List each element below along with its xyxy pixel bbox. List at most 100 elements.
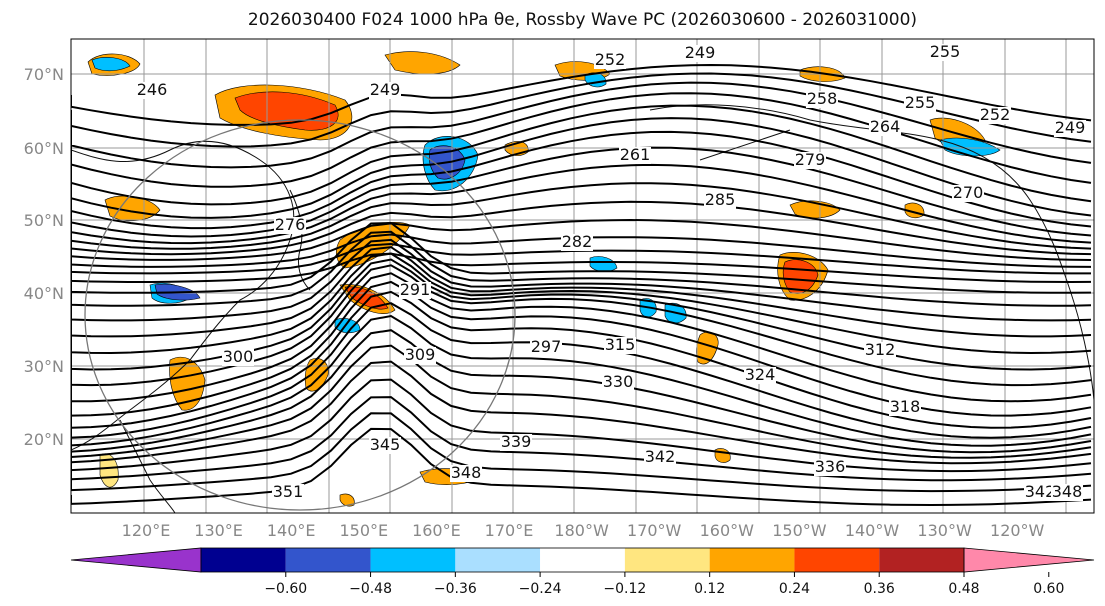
theta-e-contour [71,252,1092,355]
colorbar-tick-label: −0.12 [603,581,646,597]
colorbar-swatch [540,548,625,572]
contour-label: 249 [370,80,401,99]
coastline [119,419,176,513]
contour-label: 330 [603,372,634,391]
contour-label: 279 [795,150,826,169]
anomaly-blob [91,57,131,72]
theta-e-contour [71,396,1092,482]
lon-label: 170°W [627,521,682,540]
theta-e-contour [71,246,1092,338]
contour-label: 264 [870,117,901,136]
theta-e-contour [71,182,1092,250]
contour-label: 276 [275,215,306,234]
colorbar-tick-label: −0.24 [519,581,562,597]
theta-e-contour [71,360,1092,465]
colorbar-swatch [963,547,1095,573]
contour-label: 291 [400,280,431,299]
lat-label: 50°N [24,211,64,230]
colorbar-tick-label: 0.60 [1033,581,1064,597]
lat-label: 60°N [24,139,64,158]
lon-label: 120°E [122,521,171,540]
colorbar-swatch [624,548,710,572]
theta-e-contour [71,290,1092,429]
theta-e-contour [71,130,1092,230]
theta-e-contour [71,221,1092,294]
contour-label: 300 [223,347,254,366]
contour-label: 261 [620,145,651,164]
theta-e-contour [71,378,1092,473]
contour-label: 345 [370,435,401,454]
contour-label: 249 [685,43,716,62]
contour-label: 339 [501,432,532,451]
colorbar-swatch [879,548,964,572]
theta-e-contour [71,264,1092,387]
contour-label: 282 [562,232,593,251]
contour-label: 255 [930,42,961,61]
lon-label: 150°W [772,521,827,540]
lon-label: 180°W [554,521,609,540]
colorbar-swatch [70,547,202,573]
contour-label: 336 [815,457,846,476]
map-title: 2026030400 F024 1000 hPa θe, Rossby Wave… [247,10,918,30]
theta-e-contour [71,63,1092,126]
theta-e-contour [71,329,1092,454]
colorbar [70,547,1095,573]
colorbar-swatch [285,548,371,572]
lon-label: 160°E [412,521,461,540]
contour-label: 351 [273,482,304,501]
lat-label: 30°N [24,357,64,376]
coastline [699,129,791,161]
theta-e-contour [71,81,1092,169]
contour-label: 255 [905,93,936,112]
contour-label: 348 [451,463,482,482]
contour-label: 270 [953,183,984,202]
lat-label: 40°N [24,284,64,303]
theta-e-contour [71,412,1092,493]
contour-label: 285 [705,190,736,209]
contour-label: 252 [595,50,626,69]
contour-label: 348 [1052,482,1083,501]
colorbar-tick-label: −0.36 [434,581,477,597]
contour-label: 246 [137,80,168,99]
colorbar-swatch [201,548,286,572]
contour-labels: 249 255 246 252 249 258 255 249 261 264 252 270 279 2… [136,42,1086,501]
contour-label: 315 [605,335,636,354]
colorbar-tick-label: 0.48 [948,581,979,597]
lat-label: 20°N [24,430,64,449]
contour-label: 342 [645,447,676,466]
contour-label: 342 [1025,482,1056,501]
colorbar-swatch [455,548,541,572]
lon-label: 140°E [267,521,316,540]
theta-e-contour [71,200,1092,256]
colorbar-swatch [794,548,880,572]
colorbar-swatch [370,548,456,572]
theta-e-contour [71,252,1092,284]
anomaly-blob [384,51,461,75]
lon-label: 120°W [990,521,1045,540]
colorbar-tick-label: −0.60 [264,581,307,597]
coastline [649,104,1094,401]
contour-label: 258 [807,89,838,108]
colorbar-tick-label: 0.36 [864,581,895,597]
theta-e-contour [71,163,1092,245]
theta-e-contour [71,218,1092,261]
theta-e-contour [71,117,1092,219]
region-ellipse [84,119,516,511]
lon-label: 140°W [845,521,900,540]
lon-label: 130°W [917,521,972,540]
contour-label: 318 [890,397,921,416]
contour-label: 312 [865,340,896,359]
anomaly-blob [589,256,618,272]
theta-e-contour [71,92,1092,188]
anomaly-blob [339,493,355,507]
contour-label: 309 [405,345,436,364]
colorbar-tick-label: 0.12 [694,581,725,597]
theta-e-contour [71,104,1092,206]
colorbar-tick-label: −0.48 [349,581,392,597]
theta-e-contour [71,314,1092,447]
lat-label: 70°N [24,65,64,84]
lon-label: 150°E [339,521,388,540]
theta-e-contour [71,344,1092,459]
lon-label: 130°E [194,521,243,540]
